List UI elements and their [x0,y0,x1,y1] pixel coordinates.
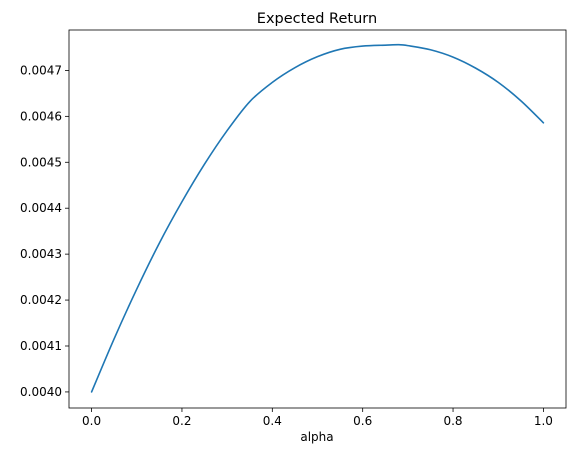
x-tick-label: 1.0 [534,414,553,428]
x-tick-label: 0.6 [353,414,372,428]
plot-area [90,43,545,393]
plot-frame [68,29,567,409]
x-tick-label: 0.4 [263,414,282,428]
x-tick-label: 0.0 [82,414,101,428]
y-tick-label: 0.0042 [20,293,62,307]
y-axis: 0.0040 0.0041 0.0042 0.0043 0.0044 0.0045 0.00… [20,63,69,399]
y-tick-label: 0.0040 [20,385,62,399]
x-axis: 0.0 0.2 0.4 0.6 0.8 1.0 [82,408,553,428]
x-tick-label: 0.2 [172,414,191,428]
x-axis-label: alpha [300,430,333,444]
y-tick-label: 0.0047 [20,63,62,77]
y-tick-label: 0.0044 [20,201,62,215]
x-tick-label: 0.8 [443,414,462,428]
y-tick-label: 0.0045 [20,155,62,169]
y-tick-label: 0.0043 [20,247,62,261]
series-line [90,43,545,393]
y-tick-label: 0.0046 [20,109,62,123]
y-tick-label: 0.0041 [20,339,62,353]
chart-title: Expected Return [257,11,377,27]
